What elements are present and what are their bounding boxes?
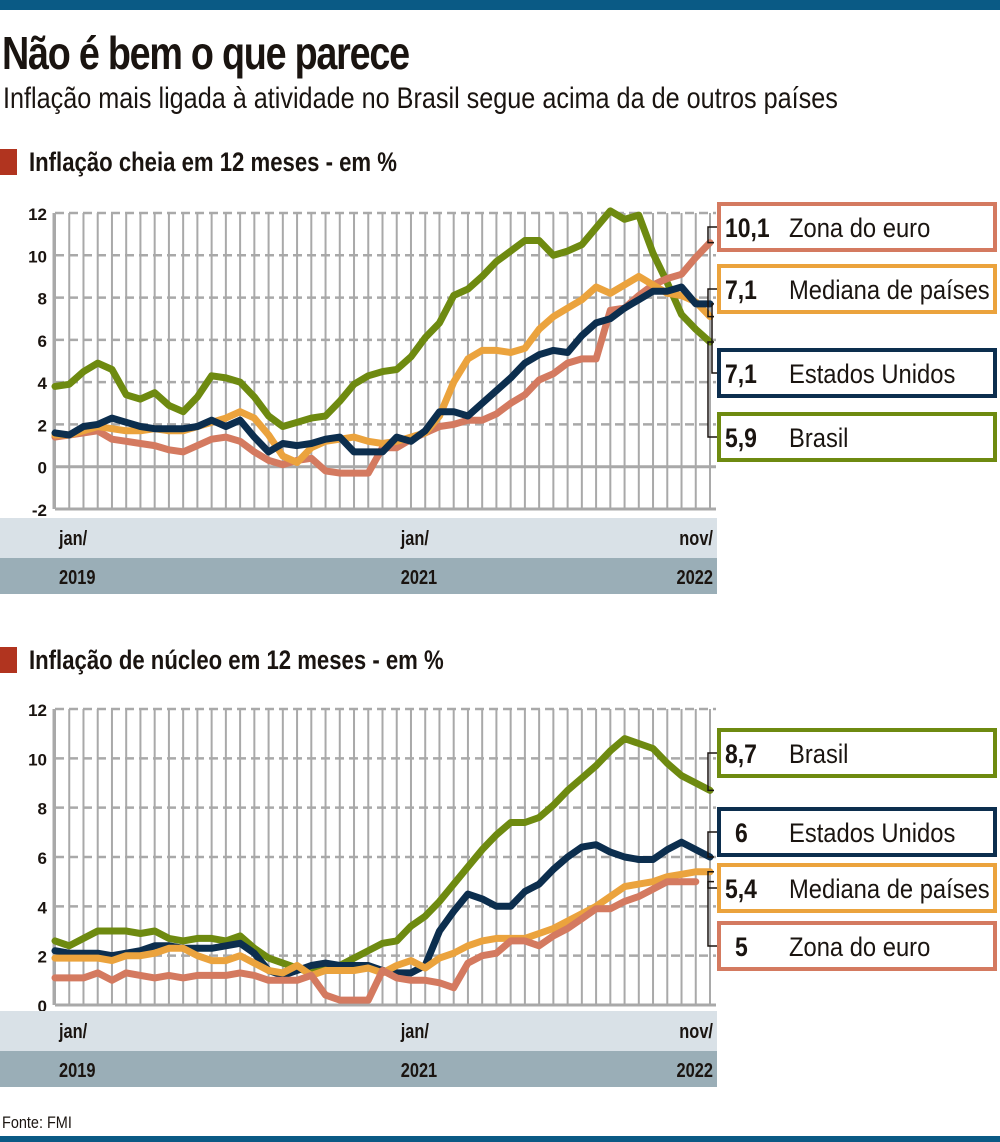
y-tick-label: 6 bbox=[38, 849, 47, 868]
legend-box-eua bbox=[717, 348, 997, 398]
y-tick-label: 8 bbox=[38, 290, 47, 309]
source-note: Fonte: FMI bbox=[2, 1113, 72, 1132]
x-tick-label-year: 2021 bbox=[401, 1058, 437, 1081]
legend-connector bbox=[707, 752, 717, 792]
grid bbox=[52, 707, 716, 1007]
chart2-title-text: Inflação de núcleo em 12 meses - em % bbox=[29, 645, 444, 675]
legend-connector bbox=[707, 341, 717, 438]
legend-label: Brasil bbox=[789, 740, 848, 770]
x-axis-year-band bbox=[0, 558, 717, 594]
legend-label: Estados Unidos bbox=[789, 360, 955, 390]
chart1-title-text: Inflação cheia em 12 meses - em % bbox=[29, 147, 397, 177]
legend-label: Brasil bbox=[789, 424, 848, 454]
top-color-bar bbox=[0, 0, 1000, 10]
x-tick-label-month: jan/ bbox=[400, 1019, 429, 1042]
y-tick-label: 12 bbox=[28, 205, 47, 224]
legend-value: 5,4 bbox=[725, 874, 757, 904]
legend-label: Mediana de países bbox=[789, 276, 990, 306]
x-tick-label-year: 2022 bbox=[677, 1058, 713, 1081]
legend-value: 10,1 bbox=[725, 213, 770, 243]
y-tick-label: 2 bbox=[38, 416, 47, 435]
series-line-eua bbox=[51, 283, 714, 456]
legend-box-euro bbox=[717, 921, 997, 971]
legend-label: Mediana de países bbox=[789, 875, 990, 905]
x-tick-label-month: nov/ bbox=[679, 1019, 713, 1042]
legend-value: 7,1 bbox=[725, 359, 757, 389]
y-tick-label: 2 bbox=[38, 948, 47, 967]
legend-box-mediana bbox=[717, 264, 997, 314]
legend-label: Zona do euro bbox=[789, 214, 930, 244]
legend-connector bbox=[707, 226, 717, 244]
chart1-title: Inflação cheia em 12 meses - em % bbox=[0, 147, 478, 178]
legend-connector bbox=[711, 303, 717, 374]
x-tick-label-year: 2019 bbox=[59, 1058, 95, 1081]
legend-box-brasil bbox=[717, 412, 997, 462]
bottom-color-bar bbox=[0, 1136, 1000, 1142]
legend-value: 5,9 bbox=[725, 423, 757, 453]
legend-connector bbox=[707, 871, 717, 889]
y-tick-label: 4 bbox=[38, 898, 48, 917]
x-tick-label-month: jan/ bbox=[58, 1019, 87, 1042]
y-tick-label: 10 bbox=[28, 750, 47, 769]
legend-box-mediana bbox=[717, 863, 997, 913]
section-marker-icon bbox=[0, 149, 17, 175]
legend-value: 7,1 bbox=[725, 275, 757, 305]
y-tick-label: 4 bbox=[38, 374, 48, 393]
legend-value: 5 bbox=[735, 932, 748, 962]
x-tick-label-month: jan/ bbox=[58, 526, 87, 549]
x-axis-month-band bbox=[0, 518, 717, 558]
grid bbox=[52, 211, 716, 511]
x-tick-label-month: nov/ bbox=[679, 526, 713, 549]
y-tick-label: 12 bbox=[28, 701, 47, 720]
x-tick-label-year: 2019 bbox=[59, 565, 95, 588]
legend-connector bbox=[707, 831, 717, 858]
y-tick-label: 8 bbox=[38, 800, 47, 819]
legend-value: 6 bbox=[735, 818, 748, 848]
legend-value: 8,7 bbox=[725, 739, 757, 769]
x-tick-label-month: jan/ bbox=[400, 526, 429, 549]
x-axis-year-band bbox=[0, 1051, 717, 1087]
core-inflation-chart: 0 2 4 6 8 10 12 jan/2019 jan/2021 nov/2022 8,7 Bras… bbox=[0, 701, 997, 1087]
legend-box-brasil bbox=[717, 728, 997, 778]
section-marker-icon bbox=[0, 647, 17, 673]
legend-connector bbox=[707, 288, 717, 318]
series-line-euro bbox=[51, 878, 700, 1004]
legend-box-euro bbox=[717, 202, 997, 252]
legend-connector bbox=[707, 880, 717, 947]
headline-inflation-chart: -2 0 2 4 6 8 10 12 jan/2019 jan/2021 nov/2022 10,1 Z… bbox=[0, 202, 997, 594]
x-tick-label-year: 2021 bbox=[401, 565, 437, 588]
y-tick-label: 10 bbox=[28, 247, 47, 266]
page-title: Não é bem o que parece bbox=[2, 27, 410, 79]
y-tick-label: 6 bbox=[38, 332, 47, 351]
page-subtitle: Inflação mais ligada à atividade no Bras… bbox=[3, 82, 838, 115]
series-line-brasil bbox=[51, 735, 714, 977]
x-tick-label-year: 2022 bbox=[677, 565, 713, 588]
y-tick-label: 0 bbox=[38, 997, 47, 1016]
y-tick-label: 0 bbox=[38, 459, 47, 478]
chart2-title: Inflação de núcleo em 12 meses - em % bbox=[0, 645, 535, 676]
series-line-brasil bbox=[51, 207, 714, 430]
legend-label: Zona do euro bbox=[789, 933, 930, 963]
legend-box-eua bbox=[717, 807, 997, 857]
y-tick-label: -2 bbox=[32, 501, 47, 520]
legend-label: Estados Unidos bbox=[789, 819, 955, 849]
x-axis-month-band bbox=[0, 1011, 717, 1051]
